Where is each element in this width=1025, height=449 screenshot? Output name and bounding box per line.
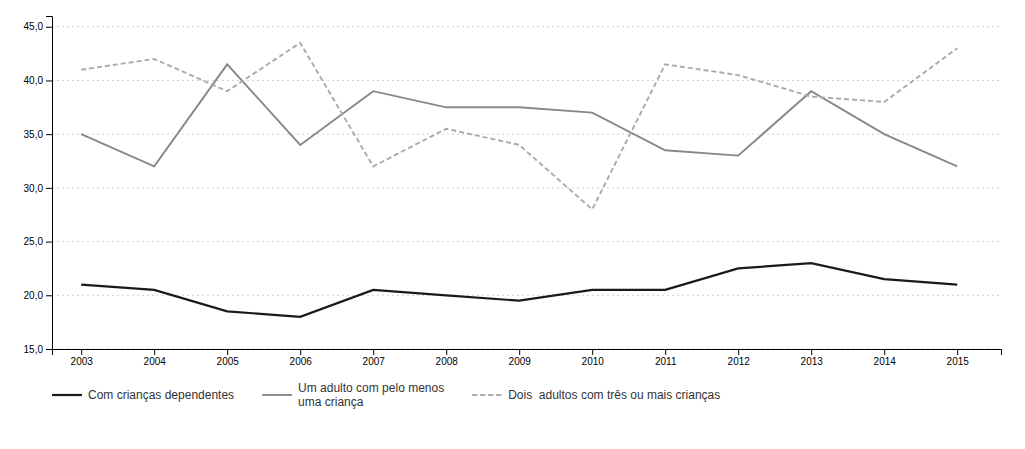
- x-tick: 2007: [363, 349, 386, 367]
- legend-item: Dois adultos com três ou mais crianças: [472, 388, 720, 402]
- grid-line: [52, 80, 1001, 81]
- y-tick-label: 20,0: [24, 290, 44, 301]
- x-tick-mark: [592, 349, 593, 355]
- x-axis-line: [53, 350, 1002, 356]
- x-tick-label: 2015: [947, 356, 970, 367]
- x-tick: 2011: [655, 349, 677, 367]
- legend-swatch: [52, 394, 82, 396]
- x-tick: 2008: [436, 349, 459, 367]
- y-tick-mark: [46, 242, 52, 243]
- grid-line: [52, 295, 1001, 296]
- y-tick: 40,0: [24, 75, 52, 86]
- x-tick-label: 2008: [436, 356, 459, 367]
- legend: Com crianças dependentes Um adulto com pe…: [52, 381, 720, 409]
- x-tick-label: 2010: [582, 356, 605, 367]
- grid-line: [52, 134, 1001, 135]
- legend-label: Com crianças dependentes: [88, 388, 234, 402]
- y-tick-mark: [46, 27, 52, 28]
- y-tick-mark: [46, 349, 52, 350]
- x-tick-mark: [154, 349, 155, 355]
- x-tick-label: 2013: [801, 356, 824, 367]
- x-tick-mark: [811, 349, 812, 355]
- y-tick: 20,0: [24, 290, 52, 301]
- x-tick-mark: [884, 349, 885, 355]
- plot-area: [81, 43, 957, 317]
- legend-item: Um adulto com pelo menosuma criança: [262, 381, 444, 409]
- y-tick: 45,0: [24, 21, 52, 32]
- x-tick: 2012: [728, 349, 751, 367]
- x-tick-label: 2006: [290, 356, 313, 367]
- legend-swatch: [262, 394, 292, 396]
- y-tick-label: 30,0: [24, 183, 44, 194]
- y-tick-label: 25,0: [24, 236, 44, 247]
- x-tick: 2010: [582, 349, 605, 367]
- x-tick: 2014: [874, 349, 897, 367]
- y-axis: 15,0 20,0 25,0 30,0 35,0 40,0 45,0: [24, 17, 53, 355]
- x-tick-label: 2005: [217, 356, 240, 367]
- y-tick-mark: [46, 188, 52, 189]
- x-tick-label: 2011: [655, 356, 677, 367]
- y-tick: 15,0: [24, 344, 52, 355]
- legend-item: Com crianças dependentes: [52, 388, 234, 402]
- series-line: [81, 43, 957, 210]
- y-axis-line: [46, 17, 53, 350]
- x-tick-mark: [446, 349, 447, 355]
- x-tick-label: 2004: [144, 356, 167, 367]
- y-tick-label: 45,0: [24, 21, 44, 32]
- x-tick-mark: [957, 349, 958, 355]
- y-tick: 30,0: [24, 183, 52, 194]
- legend-swatch: [472, 394, 502, 396]
- series-line: [81, 263, 957, 317]
- x-tick-label: 2014: [874, 356, 897, 367]
- x-tick-mark: [81, 349, 82, 355]
- series-line: [81, 64, 957, 166]
- x-tick: 2005: [217, 349, 240, 367]
- x-tick-mark: [300, 349, 301, 355]
- legend-label: Dois adultos com três ou mais crianças: [508, 388, 720, 402]
- x-tick: 2004: [144, 349, 167, 367]
- x-tick-label: 2009: [509, 356, 532, 367]
- chart: 2003 2004 2005 2006 2007 2008 2009 2010 2011 2012…: [0, 0, 1025, 449]
- y-tick-label: 15,0: [24, 344, 44, 355]
- x-tick-label: 2007: [363, 356, 386, 367]
- y-tick: 25,0: [24, 236, 52, 247]
- x-tick: 2015: [947, 349, 970, 367]
- x-tick: 2006: [290, 349, 313, 367]
- grid-line: [52, 26, 1001, 27]
- y-tick-mark: [46, 295, 52, 296]
- y-tick-mark: [46, 80, 52, 81]
- y-tick-label: 35,0: [24, 129, 44, 140]
- x-tick-label: 2012: [728, 356, 751, 367]
- x-tick-mark: [373, 349, 374, 355]
- x-tick: 2009: [509, 349, 532, 367]
- x-tick-mark: [665, 349, 666, 355]
- x-tick: 2013: [801, 349, 824, 367]
- x-tick-mark: [519, 349, 520, 355]
- y-tick: 35,0: [24, 129, 52, 140]
- x-tick: 2003: [71, 349, 94, 367]
- grid: [52, 27, 1001, 349]
- grid-line: [52, 241, 1001, 242]
- x-tick-label: 2003: [71, 356, 94, 367]
- y-tick-mark: [46, 134, 52, 135]
- y-tick-label: 40,0: [24, 75, 44, 86]
- x-axis: 2003 2004 2005 2006 2007 2008 2009 2010 2011 2012…: [53, 349, 1002, 367]
- x-tick-mark: [738, 349, 739, 355]
- grid-line: [52, 187, 1001, 188]
- x-tick-mark: [227, 349, 228, 355]
- legend-label: Um adulto com pelo menosuma criança: [298, 381, 444, 409]
